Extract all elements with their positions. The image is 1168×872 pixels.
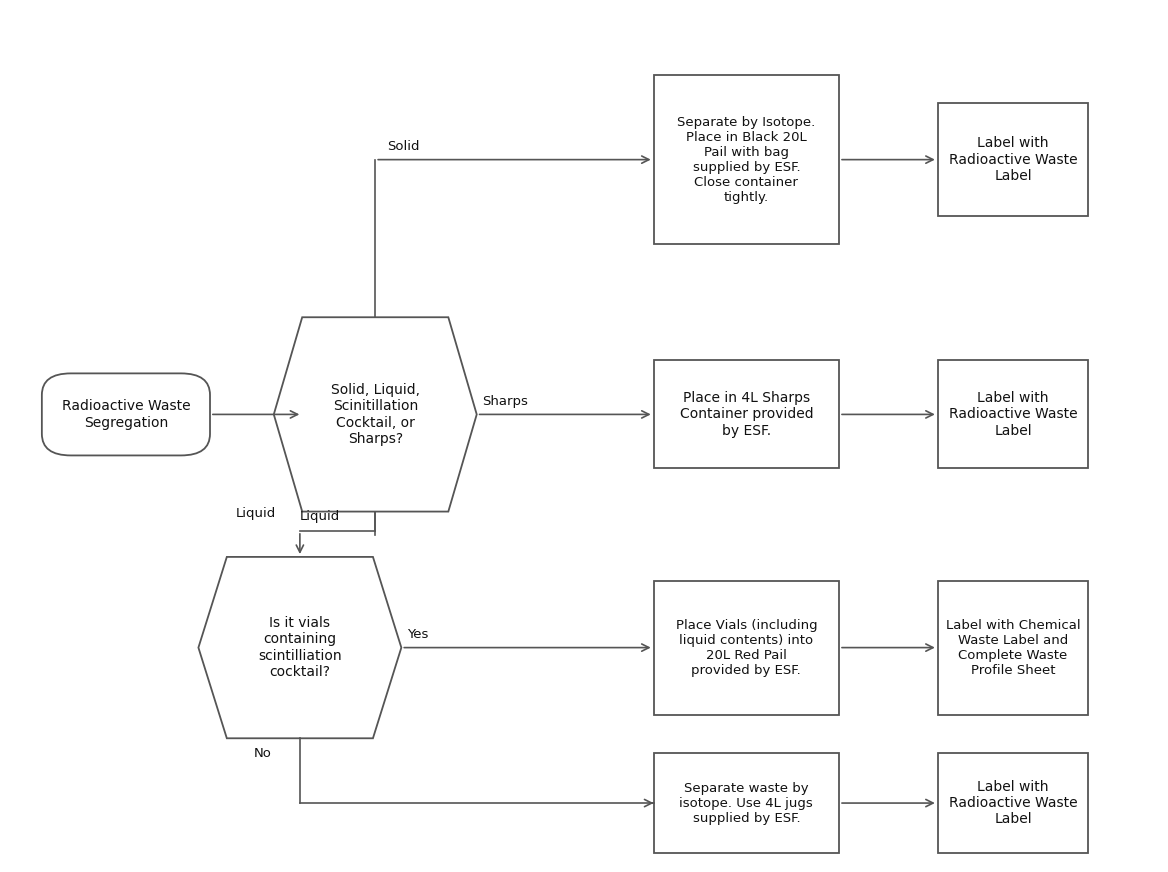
Text: Place Vials (including
liquid contents) into
20L Red Pail
provided by ESF.: Place Vials (including liquid contents) …: [675, 618, 818, 677]
Text: No: No: [253, 747, 271, 760]
Text: Label with
Radioactive Waste
Label: Label with Radioactive Waste Label: [948, 392, 1077, 438]
Text: Label with Chemical
Waste Label and
Complete Waste
Profile Sheet: Label with Chemical Waste Label and Comp…: [946, 618, 1080, 677]
Text: Solid, Liquid,
Scinitillation
Cocktail, or
Sharps?: Solid, Liquid, Scinitillation Cocktail, …: [331, 383, 419, 446]
Text: Sharps: Sharps: [482, 395, 528, 408]
Text: Place in 4L Sharps
Container provided
by ESF.: Place in 4L Sharps Container provided by…: [680, 392, 813, 438]
Bar: [938, 104, 1089, 215]
FancyBboxPatch shape: [42, 373, 210, 455]
Text: Separate waste by
isotope. Use 4L jugs
supplied by ESF.: Separate waste by isotope. Use 4L jugs s…: [680, 781, 813, 825]
Text: Liquid: Liquid: [300, 510, 340, 523]
Text: Separate by Isotope.
Place in Black 20L
Pail with bag
supplied by ESF.
Close con: Separate by Isotope. Place in Black 20L …: [677, 116, 815, 204]
Bar: [654, 360, 839, 468]
Bar: [654, 753, 839, 853]
Bar: [938, 581, 1089, 714]
Text: Solid: Solid: [387, 140, 419, 153]
Polygon shape: [273, 317, 477, 512]
Bar: [654, 75, 839, 244]
Text: Yes: Yes: [408, 628, 429, 641]
Text: Radioactive Waste
Segregation: Radioactive Waste Segregation: [62, 399, 190, 430]
Text: Label with
Radioactive Waste
Label: Label with Radioactive Waste Label: [948, 780, 1077, 827]
Bar: [938, 753, 1089, 853]
Text: Label with
Radioactive Waste
Label: Label with Radioactive Waste Label: [948, 136, 1077, 183]
Bar: [938, 360, 1089, 468]
Text: Liquid: Liquid: [236, 508, 277, 521]
Bar: [654, 581, 839, 714]
Text: Is it vials
containing
scintilliation
cocktail?: Is it vials containing scintilliation co…: [258, 617, 342, 679]
Polygon shape: [199, 557, 402, 739]
